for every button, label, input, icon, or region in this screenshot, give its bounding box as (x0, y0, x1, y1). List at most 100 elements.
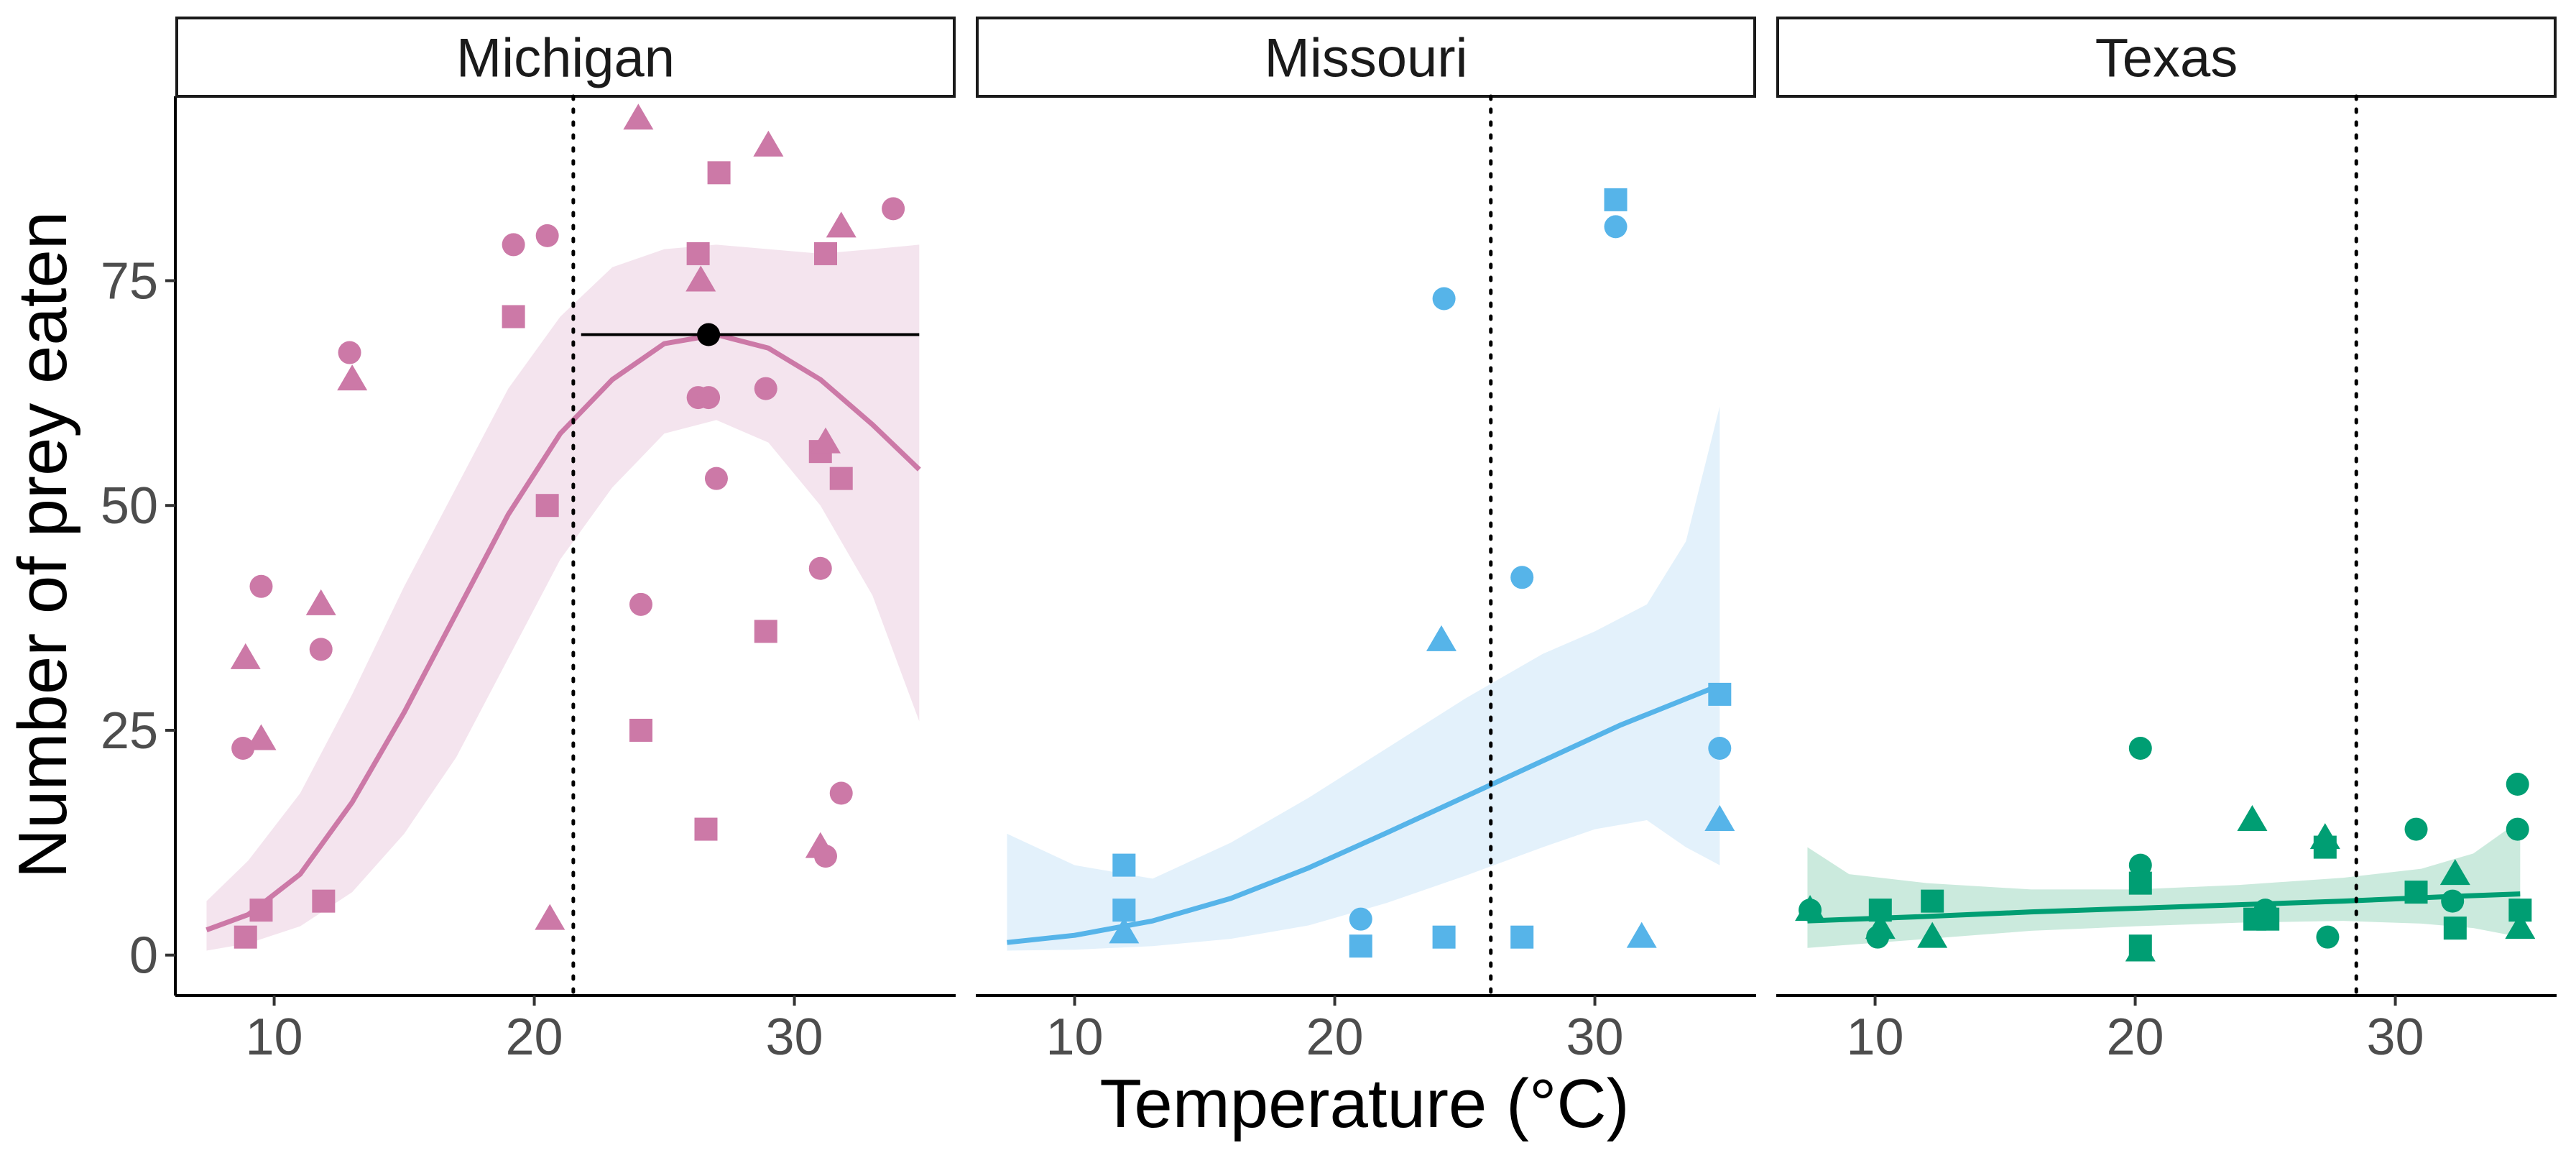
data-point-circle (535, 224, 559, 247)
data-point-circle (338, 341, 361, 364)
data-point-square (2443, 916, 2467, 940)
data-point-triangle (623, 104, 654, 130)
data-point-circle (231, 736, 255, 760)
data-point-circle (249, 574, 273, 598)
data-point-circle (309, 638, 333, 661)
data-point-triangle (1426, 625, 1456, 651)
data-point-triangle (1704, 805, 1735, 832)
data-point-triangle (811, 427, 841, 454)
y-tick-label: 75 (101, 252, 158, 310)
data-point-triangle (1795, 895, 1826, 922)
facet-strip-label: Michigan (456, 28, 675, 89)
x-tick-label: 20 (506, 1008, 563, 1066)
data-point-triangle (1865, 913, 1896, 939)
x-tick-label: 30 (2367, 1008, 2424, 1066)
data-point-circle (1432, 287, 1456, 311)
data-point-triangle (535, 904, 565, 930)
confidence-band (206, 244, 920, 951)
x-axis-title: Temperature (°C) (1099, 1065, 1629, 1142)
data-point-square (2404, 881, 2428, 904)
data-point-square (1708, 682, 1732, 706)
data-point-square (1604, 188, 1628, 211)
panel-texas: Texas 10 20 30 (1776, 17, 2557, 1066)
data-point-square (629, 718, 652, 742)
data-point-triangle (230, 643, 261, 669)
data-point-circle (829, 781, 853, 805)
y-tick-label: 25 (101, 702, 158, 760)
data-point-circle (502, 233, 525, 257)
data-point-triangle (305, 589, 336, 615)
data-point-square (2256, 907, 2280, 931)
data-point-square (1112, 853, 1136, 877)
facet-strip (1776, 17, 2557, 98)
fit-line (1807, 891, 2521, 924)
data-point-circle (754, 377, 777, 400)
data-point-square (694, 817, 718, 841)
data-point-square (707, 161, 731, 185)
data-point-circle (2128, 853, 2152, 877)
panel-michigan: Michigan 10 20 30 (175, 17, 956, 1066)
data-point-triangle (1917, 922, 1948, 948)
data-point-circle (882, 197, 905, 221)
data-point-triangle (2505, 913, 2536, 939)
data-point-triangle (2237, 805, 2268, 832)
y-tick-label: 50 (101, 477, 158, 535)
data-point-square (502, 305, 525, 328)
y-axis-title: Number of prey eaten (4, 211, 81, 879)
data-point-triangle (1109, 917, 1140, 944)
data-point-triangle (337, 364, 368, 391)
confidence-band (1007, 406, 1720, 951)
data-point-square (234, 925, 257, 949)
peak-point (697, 323, 721, 346)
data-point-triangle (826, 211, 857, 238)
data-point-triangle (805, 832, 836, 858)
data-point-square (829, 467, 853, 490)
x-tick-label: 10 (246, 1008, 303, 1066)
data-point-triangle (1626, 922, 1657, 948)
data-point-square (1349, 934, 1372, 958)
data-point-circle (1604, 215, 1628, 239)
data-point-circle (629, 592, 652, 616)
data-point-circle (704, 467, 728, 490)
data-point-square (312, 889, 336, 913)
data-point-square (1921, 889, 1944, 913)
y-tick-label: 0 (129, 927, 158, 985)
data-point-square (535, 494, 559, 518)
data-point-triangle (246, 724, 277, 750)
data-point-circle (2128, 736, 2152, 760)
data-point-circle (2404, 817, 2428, 841)
data-point-circle (2316, 925, 2340, 949)
data-point-triangle (685, 265, 716, 292)
x-tick-label: 10 (1046, 1008, 1104, 1066)
x-tick-label: 20 (1306, 1008, 1364, 1066)
panel-missouri: Missouri 10 20 30 (976, 17, 1756, 1066)
data-point-square (814, 242, 837, 265)
data-point-square (249, 899, 273, 922)
facet-strip (175, 17, 956, 98)
data-point-circle (808, 556, 832, 580)
data-point-circle (697, 386, 721, 410)
data-point-circle (2506, 817, 2529, 841)
data-point-circle (2441, 889, 2465, 913)
facet-strip-label: Missouri (1265, 28, 1468, 89)
data-point-square (754, 620, 777, 643)
data-point-circle (2506, 773, 2529, 796)
x-tick-label: 30 (1566, 1008, 1624, 1066)
data-point-square (1432, 925, 1456, 949)
fit-line (1007, 683, 1721, 945)
data-point-square (2128, 871, 2152, 895)
facet-strip-label: Texas (2095, 28, 2238, 89)
x-tick-label: 10 (1847, 1008, 1904, 1066)
data-point-triangle (2125, 935, 2156, 962)
data-point-triangle (2309, 823, 2340, 850)
data-point-triangle (2439, 859, 2470, 886)
data-point-circle (1349, 907, 1372, 931)
data-point-square (686, 242, 710, 265)
data-point-triangle (753, 130, 784, 157)
facet-strip (976, 17, 1756, 98)
x-tick-label: 20 (2107, 1008, 2164, 1066)
data-point-circle (1708, 736, 1732, 760)
fit-line (206, 332, 921, 932)
